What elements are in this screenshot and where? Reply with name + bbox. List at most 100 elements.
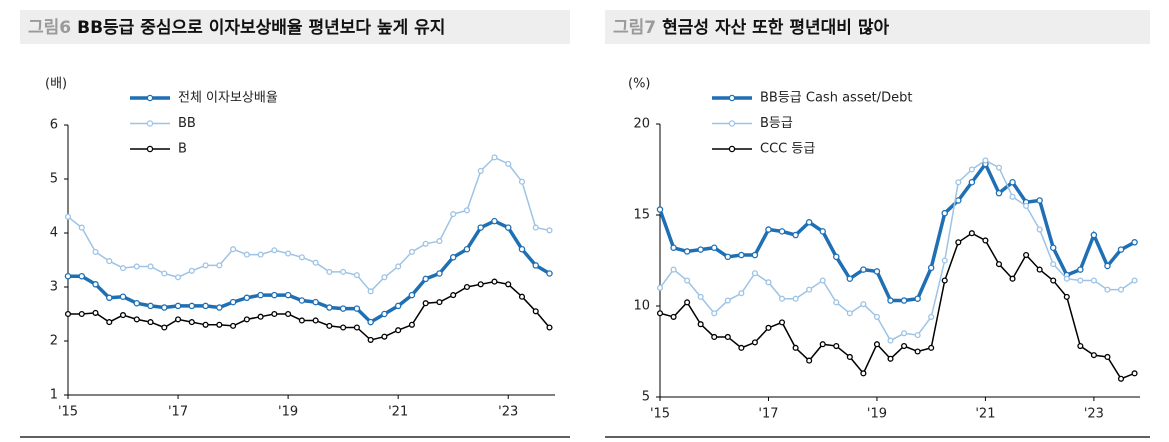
point: [505, 160, 512, 167]
point: [1131, 370, 1138, 377]
point: [477, 224, 484, 231]
point: [887, 297, 894, 304]
point: [1090, 231, 1098, 239]
point: [1009, 178, 1016, 186]
point: [724, 253, 732, 261]
point: [833, 299, 840, 306]
point: [436, 299, 443, 306]
point: [408, 248, 415, 255]
point: [927, 264, 935, 272]
point: [422, 240, 429, 247]
x-tick-label: '21: [388, 405, 408, 420]
point: [697, 321, 704, 328]
y-unit: (%): [628, 77, 651, 92]
point: [285, 310, 292, 318]
point: [846, 310, 853, 317]
point: [106, 294, 113, 302]
point: [408, 321, 415, 328]
point: [477, 167, 484, 174]
point: [1036, 226, 1043, 233]
point: [477, 281, 484, 288]
point: [175, 316, 182, 323]
point: [1104, 286, 1111, 293]
point: [1090, 352, 1097, 359]
point: [982, 157, 989, 164]
point: [683, 248, 691, 255]
point: [147, 302, 154, 310]
y-tick-label: 10: [633, 299, 650, 314]
point: [491, 278, 498, 285]
point: [846, 275, 854, 282]
series-line: [659, 159, 1135, 342]
point: [422, 300, 429, 307]
point: [216, 262, 223, 269]
point: [119, 293, 127, 300]
legend-label: BB: [178, 116, 196, 131]
point: [491, 154, 498, 161]
legend-marker: [146, 145, 154, 153]
point: [106, 319, 113, 326]
point: [914, 348, 921, 355]
point: [395, 327, 402, 334]
point: [805, 219, 813, 226]
y-tick-label: 5: [50, 172, 58, 187]
point: [230, 322, 237, 329]
point: [710, 244, 718, 252]
point: [941, 209, 948, 217]
point: [271, 291, 278, 299]
point: [216, 321, 223, 328]
point: [271, 247, 278, 254]
point: [914, 332, 921, 339]
point: [778, 295, 786, 302]
point: [901, 330, 908, 337]
point: [806, 357, 813, 364]
point: [1023, 202, 1030, 209]
point: [298, 254, 305, 261]
legend-marker: [728, 120, 736, 127]
point: [518, 293, 526, 300]
point: [257, 313, 264, 320]
point: [229, 298, 237, 306]
point: [188, 319, 195, 326]
point: [463, 283, 471, 291]
point: [64, 310, 72, 318]
point: [78, 224, 85, 231]
point: [697, 246, 704, 253]
point: [326, 322, 333, 329]
series-line: [68, 280, 551, 341]
point: [833, 253, 840, 261]
point: [298, 317, 305, 324]
point: [92, 281, 99, 288]
x-tick-label: '19: [867, 407, 887, 422]
point: [982, 237, 989, 244]
point: [243, 294, 251, 302]
legend-marker: [146, 94, 154, 102]
point: [422, 275, 429, 283]
point: [285, 250, 292, 257]
point: [78, 310, 85, 318]
y-tick-label: 15: [633, 208, 650, 223]
point: [326, 304, 333, 311]
point: [1117, 246, 1125, 253]
point: [546, 227, 553, 234]
point: [312, 298, 319, 306]
point: [271, 310, 278, 318]
point: [64, 272, 72, 280]
legend-label: B등급: [760, 116, 793, 131]
point: [1131, 239, 1138, 246]
point: [202, 302, 209, 310]
point: [860, 266, 867, 273]
point: [670, 266, 677, 273]
point: [995, 189, 1003, 197]
title-bar: [605, 10, 1150, 44]
point: [751, 251, 759, 259]
point: [147, 319, 154, 326]
point: [257, 291, 264, 299]
point: [518, 178, 526, 185]
point: [778, 228, 786, 235]
point: [367, 288, 374, 295]
point: [846, 353, 853, 361]
y-unit: (배): [45, 77, 67, 92]
point: [819, 228, 826, 235]
